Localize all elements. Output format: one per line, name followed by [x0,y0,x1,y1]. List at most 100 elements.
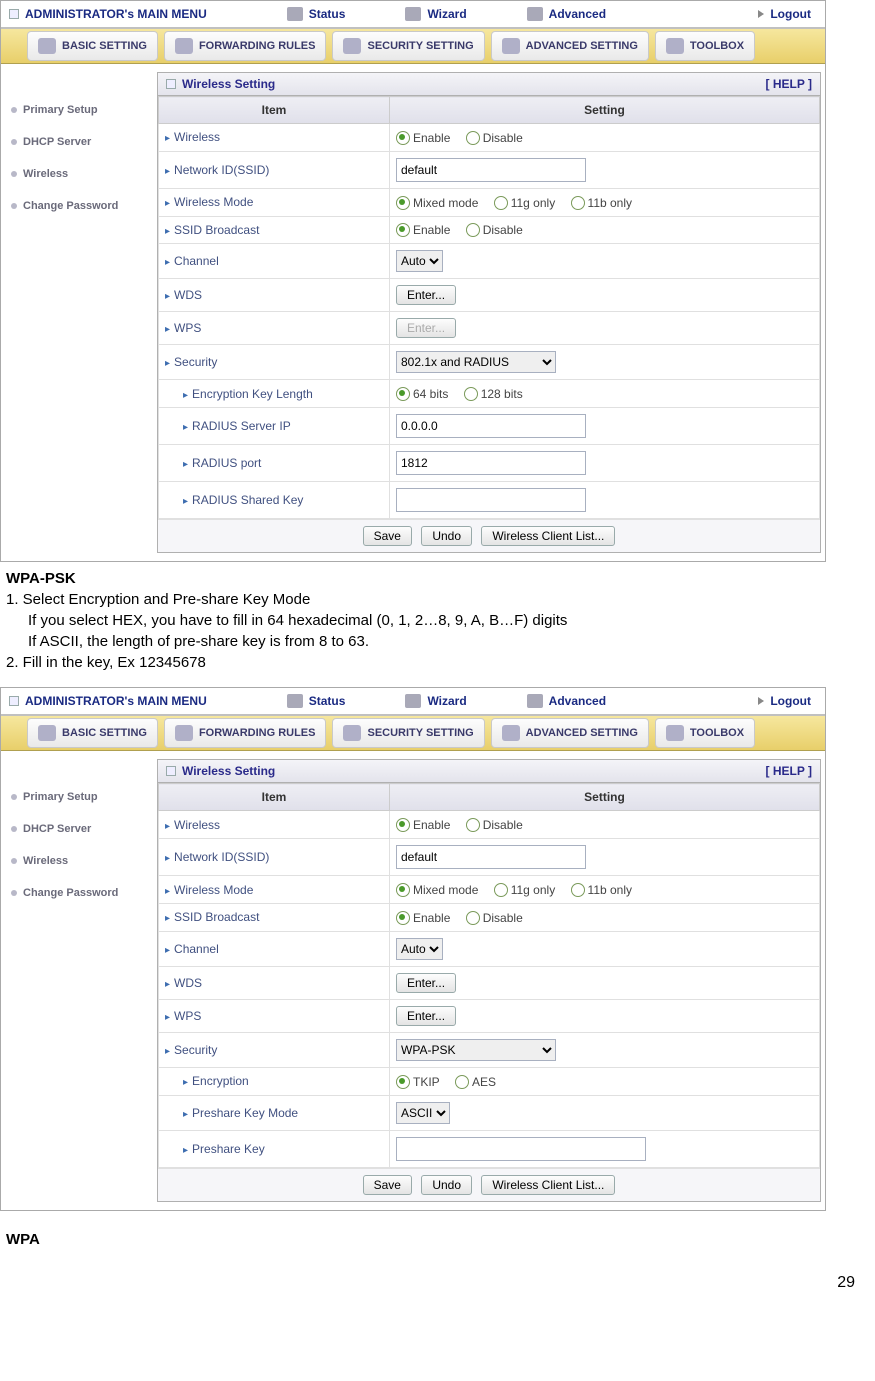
client-list-button[interactable]: Wireless Client List... [481,526,615,546]
save-button[interactable]: Save [363,1175,412,1195]
tab-toolbox[interactable]: TOOLBOX [655,718,755,748]
main-menu-title[interactable]: ADMINISTRATOR's MAIN MENU [1,7,217,21]
mode-mixed-radio[interactable] [396,883,410,897]
mode-11b-radio[interactable] [571,196,585,210]
logout-link[interactable]: Logout [748,694,825,708]
forwarding-icon [175,38,193,54]
row-wds: ▸WDS [159,279,390,312]
ssid-input[interactable] [396,158,586,182]
help-link[interactable]: [ HELP ] [766,764,812,778]
advanced-link[interactable]: Advanced [517,7,616,21]
mode-11b-radio[interactable] [571,883,585,897]
undo-button[interactable]: Undo [421,526,472,546]
security-select[interactable]: WPA-PSK [396,1039,556,1061]
channel-select[interactable]: Auto [396,250,443,272]
sidebar-primary-setup[interactable]: Primary Setup [1,781,153,813]
wizard-link[interactable]: Wizard [395,694,476,708]
sidebar-change-password[interactable]: Change Password [1,877,153,909]
logout-label: Logout [770,7,811,21]
wds-enter-button[interactable]: Enter... [396,973,456,993]
client-list-button[interactable]: Wireless Client List... [481,1175,615,1195]
tab-security-setting[interactable]: SECURITY SETTING [332,718,484,748]
arrow-icon: ▸ [183,496,188,507]
sidebar-wireless[interactable]: Wireless [1,845,153,877]
tab-security-setting[interactable]: SECURITY SETTING [332,31,484,61]
help-link[interactable]: [ HELP ] [766,77,812,91]
tab-advanced-setting[interactable]: ADVANCED SETTING [491,31,649,61]
enc-aes-radio[interactable] [455,1075,469,1089]
bullet-icon [11,826,17,832]
ssid-input[interactable] [396,845,586,869]
sidebar-dhcp-server[interactable]: DHCP Server [1,813,153,845]
row-wireless: ▸Wireless [159,811,390,839]
mode-11g-radio[interactable] [494,883,508,897]
tab-advanced-setting[interactable]: ADVANCED SETTING [491,718,649,748]
page-number: 29 [0,1254,875,1300]
menu-icon [9,9,19,19]
sidebar: Primary Setup DHCP Server Wireless Chang… [1,64,153,561]
broadcast-disable-radio[interactable] [466,911,480,925]
tab-basic-setting[interactable]: BASIC SETTING [27,31,158,61]
advanced-link[interactable]: Advanced [517,694,616,708]
enc-64-radio[interactable] [396,387,410,401]
advanced-icon [527,7,543,21]
psk-mode-select[interactable]: ASCII [396,1102,450,1124]
status-link[interactable]: Status [277,7,356,21]
top-menu: ADMINISTRATOR's MAIN MENU Status Wizard … [1,1,825,29]
sidebar-wireless[interactable]: Wireless [1,158,153,190]
channel-select[interactable]: Auto [396,938,443,960]
wds-enter-button[interactable]: Enter... [396,285,456,305]
row-wps: ▸WPS [159,312,390,345]
bullet-icon [11,107,17,113]
row-ssid: ▸Network ID(SSID) [159,839,390,876]
wireless-disable-radio[interactable] [466,818,480,832]
arrow-icon: ▸ [165,886,170,897]
top-menu: ADMINISTRATOR's MAIN MENU Status Wizard … [1,688,825,716]
row-channel: ▸Channel [159,244,390,279]
wireless-enable-radio[interactable] [396,818,410,832]
sidebar-dhcp-server[interactable]: DHCP Server [1,126,153,158]
save-button[interactable]: Save [363,526,412,546]
settings-table: Item Setting ▸Wireless Enable Disable ▸N… [158,96,820,519]
wps-enter-button[interactable]: Enter... [396,1006,456,1026]
main-menu-label: ADMINISTRATOR's MAIN MENU [25,7,207,21]
arrow-icon: ▸ [183,459,188,470]
sidebar-change-password[interactable]: Change Password [1,190,153,222]
broadcast-disable-radio[interactable] [466,223,480,237]
status-link[interactable]: Status [277,694,356,708]
wpa-psk-heading: WPA-PSK [6,568,869,589]
arrow-icon: ▸ [165,1012,170,1023]
enc-128-radio[interactable] [464,387,478,401]
psk-input[interactable] [396,1137,646,1161]
wireless-disable-radio[interactable] [466,131,480,145]
row-wireless: ▸Wireless [159,124,390,152]
advanced-tab-icon [502,725,520,741]
wizard-link[interactable]: Wizard [395,7,476,21]
broadcast-enable-radio[interactable] [396,911,410,925]
wireless-enable-radio[interactable] [396,131,410,145]
row-psk-mode: ▸Preshare Key Mode [159,1095,390,1130]
main-menu-title[interactable]: ADMINISTRATOR's MAIN MENU [1,694,217,708]
radius-key-input[interactable] [396,488,586,512]
tab-toolbox[interactable]: TOOLBOX [655,31,755,61]
mode-11g-radio[interactable] [494,196,508,210]
tab-basic-setting[interactable]: BASIC SETTING [27,718,158,748]
radius-ip-input[interactable] [396,414,586,438]
mode-mixed-radio[interactable] [396,196,410,210]
arrow-icon: ▸ [165,133,170,144]
undo-button[interactable]: Undo [421,1175,472,1195]
router-admin-screenshot-2: ADMINISTRATOR's MAIN MENU Status Wizard … [0,687,826,1210]
bullet-icon [11,203,17,209]
bullet-icon [11,858,17,864]
enc-tkip-radio[interactable] [396,1075,410,1089]
arrow-icon: ▸ [165,821,170,832]
forwarding-icon [175,725,193,741]
logout-link[interactable]: Logout [748,7,825,21]
sidebar-primary-setup[interactable]: Primary Setup [1,94,153,126]
security-select[interactable]: 802.1x and RADIUS [396,351,556,373]
arrow-icon: ▸ [165,198,170,209]
tab-forwarding-rules[interactable]: FORWARDING RULES [164,718,327,748]
broadcast-enable-radio[interactable] [396,223,410,237]
tab-forwarding-rules[interactable]: FORWARDING RULES [164,31,327,61]
radius-port-input[interactable] [396,451,586,475]
